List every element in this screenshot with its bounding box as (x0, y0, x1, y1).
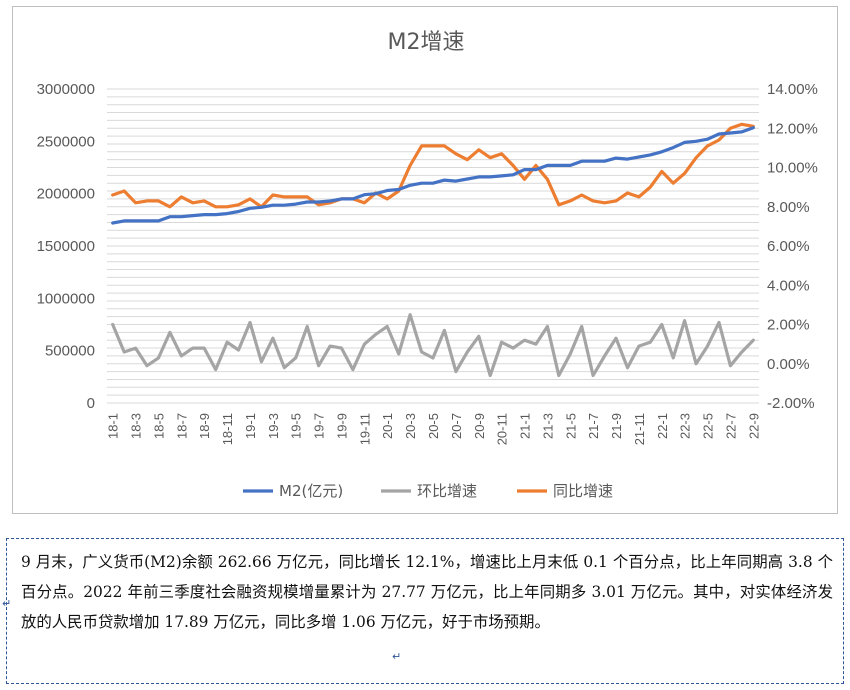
series-line-0 (111, 126, 755, 225)
y-left-tick-label: 2500000 (37, 133, 95, 150)
x-tick-label: 19-11 (357, 413, 372, 445)
x-tick-label: 18-7 (174, 413, 189, 439)
x-tick-label: 20-1 (380, 413, 395, 439)
m2-chart: M2增速 3000000 2500000 2000000 1500000 1000000… (37, 30, 818, 500)
x-tick-label: 19-9 (334, 413, 349, 439)
y-left-tick-label: 3000000 (37, 81, 95, 98)
legend-label: 同比增速 (553, 482, 613, 500)
note-paragraph: 9 月末，广义货币(M2)余额 262.66 万亿元，同比增长 12.1%，增速… (21, 553, 833, 631)
x-tick-label: 21-9 (609, 413, 624, 439)
series-line-2 (111, 122, 755, 209)
x-tick-label: 18-3 (129, 413, 144, 439)
x-tick-label: 18-9 (197, 413, 212, 439)
x-tick-label: 22-3 (678, 413, 693, 439)
legend-label: 环比增速 (417, 482, 477, 500)
chart-frame: M2增速 3000000 2500000 2000000 1500000 1000000… (12, 6, 838, 514)
legend-label: M2(亿元) (279, 482, 343, 500)
grid (107, 88, 759, 404)
y-left-tick-label: 1000000 (37, 290, 95, 307)
x-tick-label: 18-11 (220, 413, 235, 445)
y-right-tick-label: 6.00% (767, 238, 810, 255)
note-box: 9 月末，广义货币(M2)余额 262.66 万亿元，同比增长 12.1%，增速… (6, 538, 844, 684)
y-right-tick-label: 14.00% (767, 81, 818, 98)
x-tick-label: 21-5 (563, 413, 578, 439)
x-tick-label: 20-5 (426, 413, 441, 439)
x-tick-label: 21-3 (540, 413, 555, 439)
series-line-1 (111, 313, 755, 378)
chart-title: M2增速 (388, 30, 465, 55)
x-tick-label: 22-7 (723, 413, 738, 439)
x-tick-label: 22-1 (655, 413, 670, 439)
x-tick-label: 22-5 (701, 413, 716, 439)
left-axis: 3000000 2500000 2000000 1500000 1000000 50000… (37, 81, 95, 412)
x-tick-label: 20-9 (472, 413, 487, 439)
y-left-tick-label: 1500000 (37, 238, 95, 255)
y-left-tick-label: 0 (87, 395, 95, 412)
x-tick-label: 18-1 (106, 413, 121, 439)
y-left-tick-label: 500000 (45, 343, 95, 360)
paragraph-mark-icon: ↵ (392, 650, 402, 663)
x-tick-label: 20-11 (495, 413, 510, 445)
x-tick-label: 20-3 (403, 413, 418, 439)
y-right-tick-label: 2.00% (767, 317, 810, 334)
series-layer (111, 122, 755, 378)
paragraph-mark-icon: ↵ (2, 597, 12, 610)
x-tick-label: 21-1 (518, 413, 533, 439)
x-axis: 18-1 18-3 18-5 18-7 18-9 18-11 19-1 19-3 19-5 19-… (106, 413, 762, 445)
x-tick-label: 21-7 (586, 413, 601, 439)
y-right-tick-label: -2.00% (767, 395, 815, 412)
x-tick-label: 19-3 (266, 413, 281, 439)
y-right-tick-label: 8.00% (767, 199, 810, 216)
x-tick-label: 18-5 (151, 413, 166, 439)
y-right-tick-label: 12.00% (767, 120, 818, 137)
x-tick-label: 21-11 (632, 413, 647, 445)
x-tick-label: 19-7 (312, 413, 327, 439)
y-right-tick-label: 10.00% (767, 160, 818, 177)
x-tick-label: 22-9 (746, 413, 761, 439)
right-axis: 14.00% 12.00% 10.00% 8.00% 6.00% 4.00% 2.00% 0.… (767, 81, 818, 412)
x-tick-label: 19-1 (243, 413, 258, 439)
y-right-tick-label: 0.00% (767, 356, 810, 373)
y-left-tick-label: 2000000 (37, 186, 95, 203)
y-right-tick-label: 4.00% (767, 277, 810, 294)
legend: M2(亿元) 环比增速 同比增速 (243, 482, 613, 500)
x-tick-label: 19-5 (289, 413, 304, 439)
x-tick-label: 20-7 (449, 413, 464, 439)
